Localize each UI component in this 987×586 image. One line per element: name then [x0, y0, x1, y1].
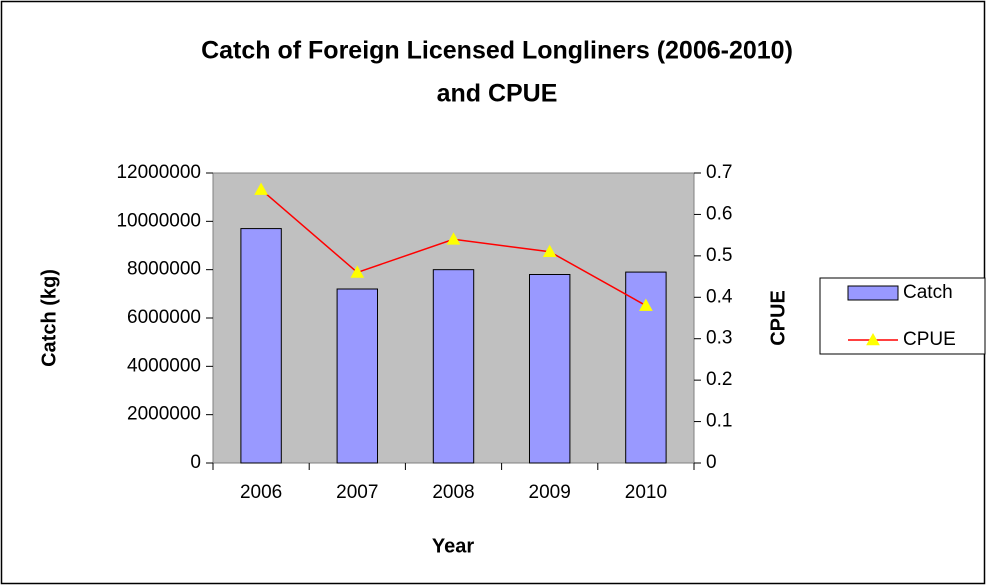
- y2-tick-label: 0.4: [706, 286, 733, 307]
- x-tick-label: 2009: [529, 482, 571, 503]
- legend-label: Catch: [903, 282, 953, 303]
- x-axis-title: Year: [432, 535, 474, 557]
- y2-tick-label: 0.1: [706, 411, 732, 432]
- x-tick-label: 2008: [432, 482, 474, 503]
- legend-swatch: [847, 285, 899, 301]
- y2-tick-label: 0.3: [706, 328, 732, 349]
- marker: [639, 298, 653, 311]
- y2-axis-title: CPUE: [767, 290, 789, 346]
- marker: [446, 232, 461, 245]
- x-tick-label: 2010: [625, 482, 667, 503]
- y-tick-label: 8000000: [127, 259, 201, 280]
- y2-tick-label: 0.5: [706, 245, 732, 266]
- bar: [528, 274, 571, 464]
- chart-title: and CPUE: [437, 80, 558, 108]
- legend-marker: [866, 332, 880, 346]
- bar: [240, 228, 282, 464]
- y-tick-label: 12000000: [116, 162, 201, 183]
- y-tick-label: 0: [190, 452, 201, 473]
- marker: [350, 265, 365, 278]
- y-axis-title: Catch (kg): [38, 269, 60, 367]
- y2-tick-label: 0.6: [706, 203, 732, 224]
- legend-label: CPUE: [903, 329, 956, 350]
- x-tick-label: 2007: [336, 482, 378, 503]
- y2-tick-label: 0.2: [706, 369, 732, 390]
- marker: [542, 244, 557, 258]
- y-tick-label: 10000000: [116, 210, 201, 231]
- y2-tick-label: 0: [706, 452, 717, 473]
- y-tick-label: 6000000: [127, 307, 201, 328]
- y2-tick-label: 0.7: [706, 162, 732, 183]
- y-tick-label: 4000000: [127, 355, 201, 376]
- y-tick-label: 2000000: [127, 404, 201, 425]
- x-tick-label: 2006: [240, 482, 282, 503]
- bar: [432, 269, 475, 464]
- bar: [336, 288, 379, 464]
- chart-title: Catch of Foreign Licensed Longliners (20…: [201, 37, 793, 65]
- marker: [254, 182, 268, 195]
